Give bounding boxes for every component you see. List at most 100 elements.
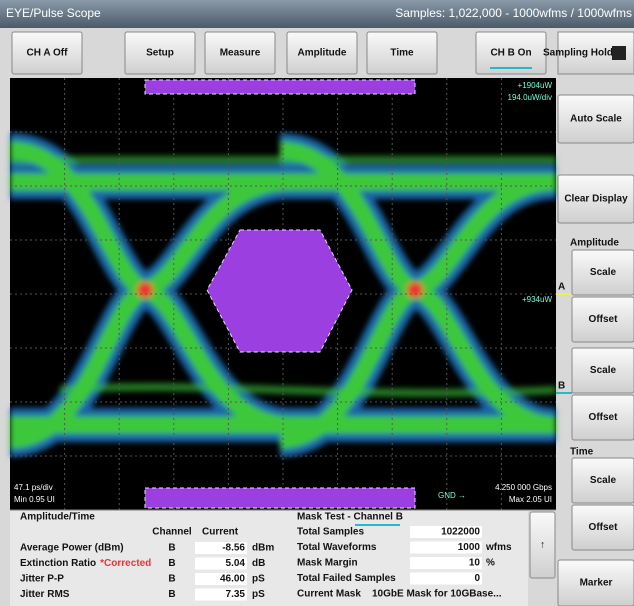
channel: B: [168, 543, 175, 554]
channel: B: [168, 558, 175, 569]
button-face: [557, 94, 634, 144]
row-label: Extinction Ratio: [20, 558, 96, 569]
value: 1000: [458, 542, 481, 553]
button-face: [557, 174, 634, 224]
channel-marker: B: [558, 381, 565, 392]
button-label: Offset: [589, 314, 619, 325]
value-cell: [195, 542, 247, 554]
side-button[interactable]: Offset: [571, 296, 634, 343]
button-face: [571, 504, 634, 551]
toolbar-button[interactable]: Amplitude: [286, 31, 358, 75]
label: GND →: [438, 491, 466, 500]
value-cell: [195, 573, 247, 585]
row-label: Jitter RMS: [20, 589, 70, 600]
button-face: [529, 511, 556, 579]
value-cell: [195, 557, 247, 570]
toolbar-button[interactable]: Measure: [204, 31, 276, 75]
label: 4.250 000 Gbps: [495, 483, 552, 492]
button-label: Measure: [220, 48, 261, 59]
button-label: ↑: [540, 540, 545, 551]
sample-count: Samples: 1,022,000 - 1000wfms / 1000wfms: [395, 6, 632, 20]
value: 0: [474, 573, 480, 584]
toolbar-button[interactable]: CH B On: [475, 31, 547, 75]
side-button[interactable]: Offset: [571, 504, 634, 551]
channel-marker: A: [558, 282, 565, 293]
button-face: [204, 31, 276, 75]
button-label: Time: [390, 48, 414, 59]
button-label: Auto Scale: [570, 114, 622, 125]
unit: pS: [252, 574, 265, 585]
button-label: Setup: [146, 48, 174, 59]
button-face: [571, 296, 634, 343]
button-label: Scale: [590, 267, 617, 278]
panel-title: Mask Test - Channel B: [297, 512, 403, 523]
unit: dB: [252, 558, 265, 569]
value-cell: [410, 572, 482, 585]
unit: pS: [252, 589, 265, 600]
row-note: *Corrected: [100, 558, 151, 569]
value: 10GbE Mask for 10GBase...: [372, 589, 502, 600]
label: +934uW: [522, 295, 552, 304]
sampling-hold[interactable]: Sampling Hold: [543, 31, 634, 75]
button-label: Clear Display: [564, 194, 628, 205]
side-button[interactable]: Offset: [571, 394, 634, 441]
value-cell: [410, 526, 482, 538]
button-label: Sampling Hold: [543, 48, 613, 59]
button-label: Offset: [589, 522, 619, 533]
side-button[interactable]: Scale: [571, 347, 634, 394]
label: Min 0.95 UI: [14, 495, 55, 504]
value: 1022000: [441, 527, 480, 538]
button-face: [571, 457, 634, 504]
channel: B: [168, 589, 175, 600]
toolbar-button[interactable]: Time: [366, 31, 438, 75]
side-button[interactable]: Auto Scale: [557, 94, 634, 144]
toolbar-button[interactable]: Setup: [124, 31, 196, 75]
value-cell: [410, 541, 482, 554]
button-face: [475, 31, 547, 75]
side-button[interactable]: Marker: [557, 559, 634, 606]
row-label: Total Waveforms: [297, 542, 377, 553]
label: Max 2.05 UI: [509, 495, 552, 504]
button-face: [366, 31, 438, 75]
button-face: [557, 31, 634, 75]
button-face: [124, 31, 196, 75]
row-label: Jitter P-P: [20, 574, 64, 585]
row-label: Current Mask: [297, 589, 361, 600]
button-face: [557, 559, 634, 606]
unit: dBm: [252, 543, 274, 554]
button-face: [11, 31, 83, 75]
scroll-button[interactable]: ↑: [529, 511, 556, 579]
button-label: CH B On: [490, 48, 531, 59]
label: +1904uW: [518, 81, 553, 90]
button-face: [571, 249, 634, 296]
hold-indicator: [612, 46, 626, 60]
row-label: Total Failed Samples: [297, 573, 396, 584]
grid: [10, 78, 556, 510]
unit: %: [486, 558, 495, 569]
label: 194.0uW/div: [508, 93, 552, 102]
button-face: [571, 347, 634, 394]
value-cell: [410, 557, 482, 569]
value: 5.04: [226, 558, 246, 569]
panel-title: Amplitude/Time: [20, 512, 95, 523]
app-title: EYE/Pulse Scope: [6, 6, 101, 20]
button-label: Offset: [589, 412, 619, 423]
toolbar-button[interactable]: CH A Off: [11, 31, 83, 75]
button-label: Scale: [590, 365, 617, 376]
button-label: Scale: [590, 475, 617, 486]
button-label: Amplitude: [298, 48, 347, 59]
label: 47.1 ps/div: [14, 483, 53, 492]
row-label: Total Samples: [297, 527, 364, 538]
side-button[interactable]: Scale: [571, 249, 634, 296]
side-button[interactable]: Clear Display: [557, 174, 634, 224]
value: -8.56: [222, 543, 245, 554]
button-label: CH A Off: [27, 48, 69, 59]
button-face: [286, 31, 358, 75]
value: 7.35: [226, 589, 246, 600]
side-button[interactable]: Scale: [571, 457, 634, 504]
column-header: Channel: [152, 527, 192, 538]
column-header: Current: [202, 527, 239, 538]
section-label: Time: [570, 447, 594, 458]
section-label: Amplitude: [570, 238, 619, 249]
